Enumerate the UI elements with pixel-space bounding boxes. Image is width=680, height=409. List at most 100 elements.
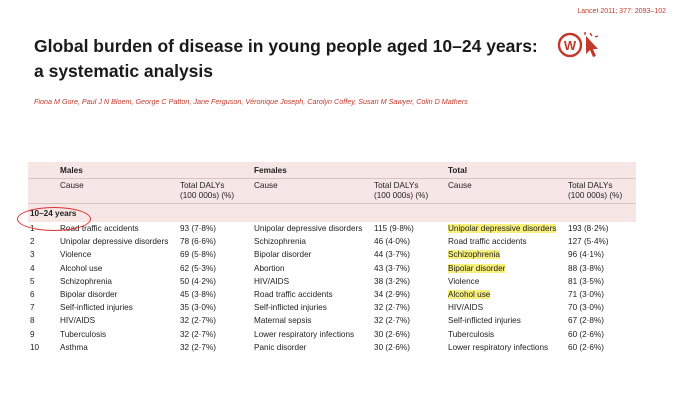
total-cause-cell-text: Violence bbox=[448, 276, 480, 286]
rank-cell: 8 bbox=[28, 314, 58, 327]
female-cause-cell-text: Abortion bbox=[254, 263, 285, 273]
total-dalys-cell-text: 193 (8·2%) bbox=[568, 224, 609, 234]
col-dalys-line2: (100 000s) (%) bbox=[374, 191, 429, 200]
total-cause-cell: Road traffic accidents bbox=[446, 235, 566, 248]
col-dalys-line2: (100 000s) (%) bbox=[568, 191, 623, 200]
male-dalys-cell: 32 (2·7%) bbox=[178, 328, 252, 341]
author-list: Fiona M Gore, Paul J N Bloem, George C P… bbox=[34, 97, 468, 106]
total-dalys-cell-text: 67 (2·8%) bbox=[568, 316, 604, 326]
web-extra-logo-icon[interactable]: W bbox=[556, 30, 602, 60]
female-dalys-cell: 32 (2·7%) bbox=[372, 314, 446, 327]
male-cause-cell-text: Unipolar depressive disorders bbox=[60, 237, 169, 247]
total-dalys-cell-text: 60 (2·6%) bbox=[568, 329, 604, 339]
male-dalys-cell-text: 35 (3·0%) bbox=[180, 303, 216, 313]
male-dalys-cell: 35 (3·0%) bbox=[178, 301, 252, 314]
total-cause-cell-text: Bipolar disorder bbox=[448, 263, 506, 273]
female-dalys-cell: 115 (9·8%) bbox=[372, 222, 446, 235]
male-cause-cell: Asthma bbox=[58, 341, 178, 354]
male-dalys-cell: 78 (6·6%) bbox=[178, 235, 252, 248]
male-cause-cell-text: Alcohol use bbox=[60, 263, 103, 273]
total-dalys-cell-text: 96 (4·1%) bbox=[568, 250, 604, 260]
male-dalys-cell: 69 (5·8%) bbox=[178, 248, 252, 261]
group-females: Females bbox=[252, 162, 447, 179]
female-cause-cell: Schizophrenia bbox=[252, 235, 372, 248]
female-cause-cell: Lower respiratory infections bbox=[252, 328, 372, 341]
male-dalys-cell-text: 93 (7·8%) bbox=[180, 224, 216, 234]
total-dalys-cell: 67 (2·8%) bbox=[566, 314, 636, 327]
journal-citation: Lancet 2011; 377: 2093–102 bbox=[577, 8, 666, 15]
table-row: 5 Schizophrenia 50 (4·2%) HIV/AIDS 38 (3·2%)… bbox=[28, 275, 636, 288]
female-cause-cell: Abortion bbox=[252, 262, 372, 275]
total-cause-cell: HIV/AIDS bbox=[446, 301, 566, 314]
male-dalys-cell: 93 (7·8%) bbox=[178, 222, 252, 235]
table-row: 3 Violence 69 (5·8%) Bipolar disorder 44 (3·… bbox=[28, 248, 636, 261]
total-cause-cell: Bipolar disorder bbox=[446, 262, 566, 275]
female-cause-cell: Maternal sepsis bbox=[252, 314, 372, 327]
col-dalys-females: Total DALYs (100 000s) (%) bbox=[372, 178, 447, 204]
group-total: Total bbox=[446, 162, 637, 179]
column-header-row: Cause Total DALYs (100 000s) (%) Cause To… bbox=[28, 178, 637, 204]
female-dalys-cell: 43 (3·7%) bbox=[372, 262, 446, 275]
male-dalys-cell-text: 32 (2·7%) bbox=[180, 342, 216, 352]
female-dalys-cell-text: 34 (2·9%) bbox=[374, 290, 410, 300]
rank-cell: 9 bbox=[28, 328, 58, 341]
title-line-2: a systematic analysis bbox=[34, 61, 214, 81]
male-dalys-cell-text: 78 (6·6%) bbox=[180, 237, 216, 247]
total-cause-cell: Tuberculosis bbox=[446, 328, 566, 341]
logo-letter: W bbox=[564, 38, 577, 53]
col-dalys-line1: Total DALYs bbox=[374, 181, 419, 190]
female-dalys-cell-text: 32 (2·7%) bbox=[374, 303, 410, 313]
total-cause-cell: Schizophrenia bbox=[446, 248, 566, 261]
article-title: Global burden of disease in young people… bbox=[34, 34, 554, 84]
col-cause-males: Cause bbox=[58, 178, 178, 204]
male-cause-cell: Violence bbox=[58, 248, 178, 261]
female-cause-cell: Road traffic accidents bbox=[252, 288, 372, 301]
male-cause-cell: HIV/AIDS bbox=[58, 314, 178, 327]
table-row: 10 Asthma 32 (2·7%) Panic disorder 30 (2·6%)… bbox=[28, 341, 636, 354]
total-dalys-cell-text: 127 (5·4%) bbox=[568, 237, 609, 247]
male-cause-cell-text: Self-inflicted injuries bbox=[60, 303, 133, 313]
male-cause-cell-text: Asthma bbox=[60, 342, 88, 352]
male-dalys-cell-text: 50 (4·2%) bbox=[180, 276, 216, 286]
total-dalys-cell: 193 (8·2%) bbox=[566, 222, 636, 235]
total-cause-cell-text: Self-inflicted injuries bbox=[448, 316, 521, 326]
female-dalys-cell: 32 (2·7%) bbox=[372, 301, 446, 314]
rank-cell: 5 bbox=[28, 275, 58, 288]
male-dalys-cell: 32 (2·7%) bbox=[178, 341, 252, 354]
total-cause-cell: Violence bbox=[446, 275, 566, 288]
total-dalys-cell-text: 71 (3·0%) bbox=[568, 290, 604, 300]
table-row: 7 Self-inflicted injuries 35 (3·0%) Self-in… bbox=[28, 301, 636, 314]
col-dalys-line2: (100 000s) (%) bbox=[180, 191, 235, 200]
female-dalys-cell-text: 115 (9·8%) bbox=[374, 224, 414, 234]
rank-cell-text: 7 bbox=[30, 303, 35, 313]
total-dalys-cell-text: 70 (3·0%) bbox=[568, 303, 604, 313]
male-cause-cell: Self-inflicted injuries bbox=[58, 301, 178, 314]
col-cause-females: Cause bbox=[252, 178, 373, 204]
female-cause-cell-text: Self-inflicted injuries bbox=[254, 303, 327, 313]
female-dalys-cell: 34 (2·9%) bbox=[372, 288, 446, 301]
female-cause-cell-text: Lower respiratory infections bbox=[254, 329, 355, 339]
total-dalys-cell-text: 60 (2·6%) bbox=[568, 342, 604, 352]
table-row: 8 HIV/AIDS 32 (2·7%) Maternal sepsis 32 (2·7… bbox=[28, 314, 636, 327]
male-cause-cell: Road traffic accidents bbox=[58, 222, 178, 235]
rank-cell-text: 5 bbox=[30, 276, 35, 286]
male-dalys-cell: 32 (2·7%) bbox=[178, 314, 252, 327]
rank-cell: 2 bbox=[28, 235, 58, 248]
male-cause-cell: Unipolar depressive disorders bbox=[58, 235, 178, 248]
female-cause-cell-text: Road traffic accidents bbox=[254, 290, 333, 300]
rank-cell-text: 4 bbox=[30, 263, 35, 273]
dalys-table: Males Females Total Cause Total DALYs (10… bbox=[28, 162, 637, 354]
total-dalys-cell: 71 (3·0%) bbox=[566, 288, 636, 301]
total-dalys-cell: 70 (3·0%) bbox=[566, 301, 636, 314]
age-group-label: 10–24 years bbox=[28, 203, 637, 222]
male-cause-cell-text: Violence bbox=[60, 250, 92, 260]
total-cause-cell: Lower respiratory infections bbox=[446, 341, 566, 354]
male-dalys-cell: 62 (5·3%) bbox=[178, 262, 252, 275]
rank-cell-text: 10 bbox=[30, 342, 40, 352]
male-cause-cell-text: Road traffic accidents bbox=[60, 224, 139, 234]
male-dalys-cell-text: 32 (2·7%) bbox=[180, 316, 216, 326]
female-dalys-cell: 38 (3·2%) bbox=[372, 275, 446, 288]
rank-cell-text: 3 bbox=[30, 250, 35, 260]
rank-cell-text: 2 bbox=[30, 237, 35, 247]
female-dalys-cell-text: 43 (3·7%) bbox=[374, 263, 410, 273]
